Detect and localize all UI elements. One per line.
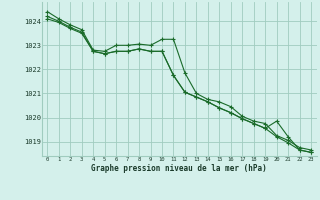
X-axis label: Graphe pression niveau de la mer (hPa): Graphe pression niveau de la mer (hPa): [91, 164, 267, 173]
